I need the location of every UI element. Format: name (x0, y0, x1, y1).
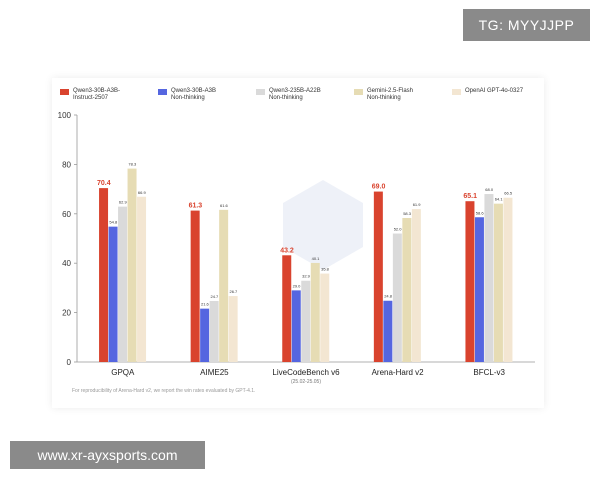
bar-value-label: 61.6 (220, 203, 229, 208)
bar-value-label: 65.1 (463, 193, 477, 200)
bar-value-label: 40.1 (312, 256, 321, 261)
bar (320, 273, 330, 362)
y-tick-label: 100 (58, 111, 72, 120)
legend-label: Qwen3-30B-A3B- Instruct-2507 (73, 88, 121, 101)
bar-value-label: 43.2 (280, 247, 294, 254)
bar (108, 226, 118, 362)
bar (137, 196, 147, 362)
bar (127, 168, 137, 362)
y-tick-label: 80 (62, 160, 71, 169)
bar (228, 296, 238, 362)
bar (190, 210, 200, 362)
top-right-overlay-label: TG: MYYJJPP (463, 9, 590, 41)
bar-value-label: 62.9 (119, 200, 128, 205)
bar (474, 217, 484, 362)
y-tick-label: 40 (62, 259, 71, 268)
bar (310, 262, 320, 362)
bar-value-label: 66.9 (138, 190, 147, 195)
legend-swatch (158, 89, 167, 95)
bar (282, 255, 292, 362)
bar (99, 188, 109, 362)
legend-label: Qwen3-30B-A3B Non-thinking (171, 88, 217, 101)
bar (291, 290, 301, 362)
legend-swatch (452, 89, 461, 95)
bar-value-label: 21.6 (201, 302, 210, 307)
legend-swatch (60, 89, 69, 95)
bar (484, 194, 494, 362)
bar-value-label: 24.7 (211, 294, 220, 299)
legend-item: OpenAI GPT-4o-0327 (452, 88, 545, 95)
bar-value-label: 24.8 (384, 294, 393, 299)
bar (383, 300, 393, 362)
bar (465, 201, 475, 362)
bar (200, 308, 210, 362)
x-category-label: LiveCodeBench v6 (272, 368, 340, 377)
y-tick-label: 60 (62, 210, 71, 219)
bar (373, 191, 383, 362)
bar-value-label: 26.7 (230, 289, 239, 294)
x-category-label: Arena-Hard v2 (372, 368, 425, 377)
bar (219, 209, 229, 362)
legend-item: Qwen3-30B-A3B- Instruct-2507 (60, 88, 153, 102)
bar-value-label: 69.0 (372, 184, 386, 191)
bar-value-label: 64.1 (495, 197, 504, 202)
website-url-overlay[interactable]: www.xr-ayxsports.com (10, 441, 205, 469)
bar-value-label: 78.3 (128, 162, 137, 167)
x-category-label: AIME25 (200, 368, 229, 377)
x-category-label: BFCL-v3 (473, 368, 505, 377)
bar-value-label: 68.0 (485, 187, 494, 192)
bar (503, 197, 513, 362)
bar-value-label: 35.8 (321, 267, 330, 272)
bar (493, 203, 503, 362)
bar (392, 233, 402, 362)
watermark-logo-icon (283, 180, 363, 270)
legend-item: Qwen3-30B-A3B Non-thinking (158, 88, 251, 102)
bar-value-label: 66.5 (504, 191, 513, 196)
legend-swatch (354, 89, 363, 95)
bar-value-label: 58.3 (403, 211, 412, 216)
legend-label: Gemini-2.5-Flash Non-thinking (367, 88, 414, 101)
legend-item: Gemini-2.5-Flash Non-thinking (354, 88, 447, 102)
bar-value-label: 52.0 (394, 227, 403, 232)
bar-value-label: 54.8 (109, 220, 118, 225)
bar (301, 280, 311, 362)
y-tick-label: 20 (62, 309, 71, 318)
bar (411, 209, 421, 362)
bar-value-label: 32.9 (302, 274, 311, 279)
bar (209, 300, 219, 362)
legend-swatch (256, 89, 265, 95)
chart-legend: Qwen3-30B-A3B- Instruct-2507 Qwen3-30B-A3… (60, 88, 540, 110)
bar-value-label: 61.3 (189, 203, 203, 210)
y-tick-label: 0 (67, 358, 72, 367)
bar-value-label: 29.0 (293, 283, 302, 288)
legend-item: Qwen3-235B-A22B Non-thinking (256, 88, 349, 102)
chart-footnote: For reproducibility of Arena-Hard v2, we… (72, 388, 256, 394)
x-category-sublabel: (25.02-25.05) (291, 379, 321, 385)
bar-value-label: 70.4 (97, 180, 111, 187)
bar (402, 217, 412, 362)
bar-value-label: 58.6 (476, 210, 485, 215)
legend-label: Qwen3-235B-A22B Non-thinking (269, 88, 321, 101)
bar-value-label: 61.9 (413, 202, 422, 207)
x-category-label: GPQA (111, 368, 135, 377)
bar (118, 206, 128, 362)
legend-label: OpenAI GPT-4o-0327 (465, 88, 524, 94)
